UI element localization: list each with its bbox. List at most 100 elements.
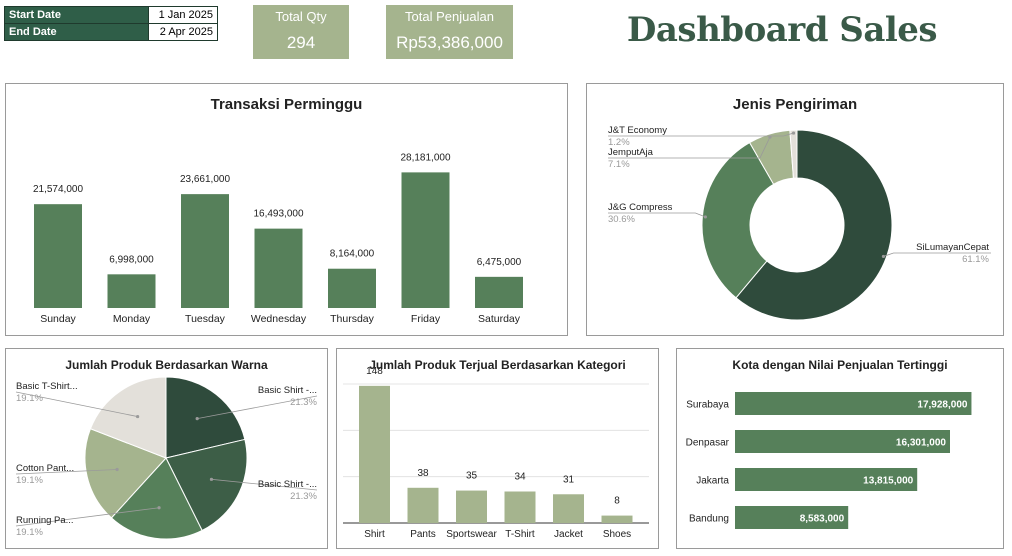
leader-line [883, 252, 991, 257]
leader-dot [791, 131, 796, 135]
bar-denpasar [735, 430, 950, 453]
products-by-category-title: Jumlah Produk Terjual Berdasarkan Katego… [369, 358, 626, 372]
x-tick-label: Thursday [330, 313, 375, 325]
slice-percent: 21.3% [290, 397, 317, 408]
bar-shoes [601, 515, 633, 523]
end-date-input[interactable]: 2 Apr 2025 [148, 23, 218, 41]
weekly-transactions-panel: Transaksi Perminggu 21,574,000 Sunday 6,99… [5, 83, 568, 336]
pie-slice-2 [110, 457, 203, 540]
y-tick-label: Surabaya [686, 400, 729, 411]
bar-value-label: 34 [514, 471, 526, 482]
slice-percent: 19.1% [16, 527, 43, 538]
top-cities-title: Kota dengan Nilai Penjualan Tertinggi [732, 358, 948, 372]
leader-line [608, 136, 771, 159]
kpi-total-qty: Total Qty 294 [253, 5, 349, 59]
kpi-total-sales: Total Penjualan Rp53,386,000 [386, 5, 513, 59]
leader-dot [703, 215, 707, 219]
bar-value-label: 13,815,000 [863, 476, 913, 487]
kpi-total-sales-label: Total Penjualan [405, 9, 494, 24]
start-date-label: Start Date [4, 6, 149, 24]
leader-line [15, 469, 118, 475]
products-by-color-panel: Jumlah Produk Berdasarkan Warna Basic Sh… [5, 348, 328, 549]
slice-percent: 19.1% [16, 475, 43, 486]
slice-label: JemputAja [608, 147, 654, 158]
x-tick-label: Sportswear [446, 529, 497, 540]
bar-value-label: 8,164,000 [330, 249, 375, 260]
dashboard-title: Dashboard Sales [626, 10, 938, 50]
x-tick-label: Shirt [364, 529, 385, 540]
slice-label: Running Pa... [16, 515, 74, 526]
leader-dot [881, 254, 886, 259]
kpi-total-sales-value: Rp53,386,000 [396, 33, 503, 52]
leader-line [15, 507, 160, 527]
slice-percent: 7.1% [608, 159, 630, 170]
x-tick-label: Friday [411, 313, 441, 325]
slice-percent: 1.2% [608, 137, 630, 148]
x-tick-label: Sunday [40, 313, 76, 325]
leader-line [608, 212, 706, 218]
donut-slice-1 [701, 141, 775, 299]
bar-value-label: 148 [366, 366, 383, 377]
bar-value-label: 38 [417, 468, 429, 479]
bar-pants [407, 487, 439, 523]
products-by-category-panel: Jumlah Produk Terjual Berdasarkan Katego… [336, 348, 659, 549]
y-tick-label: Jakarta [696, 476, 729, 487]
x-tick-label: T-Shirt [505, 529, 535, 540]
x-tick-label: Wednesday [251, 313, 307, 325]
slice-label: Cotton Pant... [16, 463, 74, 474]
bar-saturday [475, 276, 523, 308]
x-tick-label: Monday [113, 313, 151, 325]
slice-label: Basic Shirt -... [258, 479, 317, 490]
pie-slice-3 [84, 428, 167, 519]
bar-jacket [553, 494, 584, 523]
slice-label: J&G Compress [608, 202, 673, 213]
x-tick-label: Tuesday [185, 313, 226, 325]
bar-value-label: 21,574,000 [33, 184, 83, 195]
bar-value-label: 17,928,000 [917, 400, 967, 411]
kpi-total-qty-label: Total Qty [275, 9, 327, 24]
bar-value-label: 16,301,000 [896, 438, 946, 449]
bar-value-label: 6,475,000 [477, 257, 522, 268]
slice-percent: 61.1% [962, 254, 989, 265]
leader-dot [115, 467, 119, 472]
leader-line [15, 391, 138, 417]
bar-value-label: 31 [563, 474, 575, 485]
top-cities-chart: Surabaya 17,928,000 Denpasar 16,301,000 Jaka… [686, 392, 972, 529]
leader-line [608, 132, 794, 137]
leader-dot [209, 477, 214, 481]
slice-percent: 19.1% [16, 393, 43, 404]
shipping-type-title: Jenis Pengiriman [732, 96, 858, 113]
bar-value-label: 6,998,000 [109, 254, 154, 265]
leader-dot [157, 506, 161, 510]
bar-thursday [328, 268, 376, 308]
leader-dot [195, 417, 199, 421]
weekly-transactions-chart: 21,574,000 Sunday 6,998,000 Monday 23,661,00… [33, 152, 523, 325]
bar-sunday [34, 204, 82, 308]
slice-label: Basic T-Shirt... [16, 381, 78, 392]
date-range-table: Start Date 1 Jan 2025 End Date 2 Apr 202… [4, 6, 218, 41]
bar-value-label: 16,493,000 [253, 209, 303, 220]
x-tick-label: Shoes [603, 529, 631, 540]
products-by-category-chart: 148 Shirt 38 Pants 35 Sportswear 34 T-Shirt 31 Ja… [343, 366, 649, 540]
bar-friday [401, 172, 450, 308]
slice-label: J&T Economy [608, 125, 667, 136]
donut-slice-3 [789, 129, 798, 179]
slice-percent: 30.6% [608, 214, 635, 225]
x-tick-label: Saturday [478, 313, 521, 325]
bar-monday [107, 274, 156, 308]
bar-value-label: 35 [466, 471, 478, 482]
top-cities-panel: Kota dengan Nilai Penjualan Tertinggi Su… [676, 348, 1004, 549]
bar-value-label: 8,583,000 [800, 514, 845, 525]
start-date-input[interactable]: 1 Jan 2025 [148, 6, 218, 24]
bar-value-label: 8 [614, 496, 620, 507]
leader-line [197, 395, 318, 420]
end-date-label: End Date [4, 23, 149, 41]
start-date-row: Start Date 1 Jan 2025 [4, 6, 218, 24]
y-tick-label: Denpasar [686, 438, 730, 449]
products-by-color-title: Jumlah Produk Berdasarkan Warna [65, 358, 268, 372]
slice-label: SiLumayanCepat [916, 242, 989, 253]
y-tick-label: Bandung [689, 514, 729, 525]
weekly-transactions-title: Transaksi Perminggu [210, 96, 363, 113]
